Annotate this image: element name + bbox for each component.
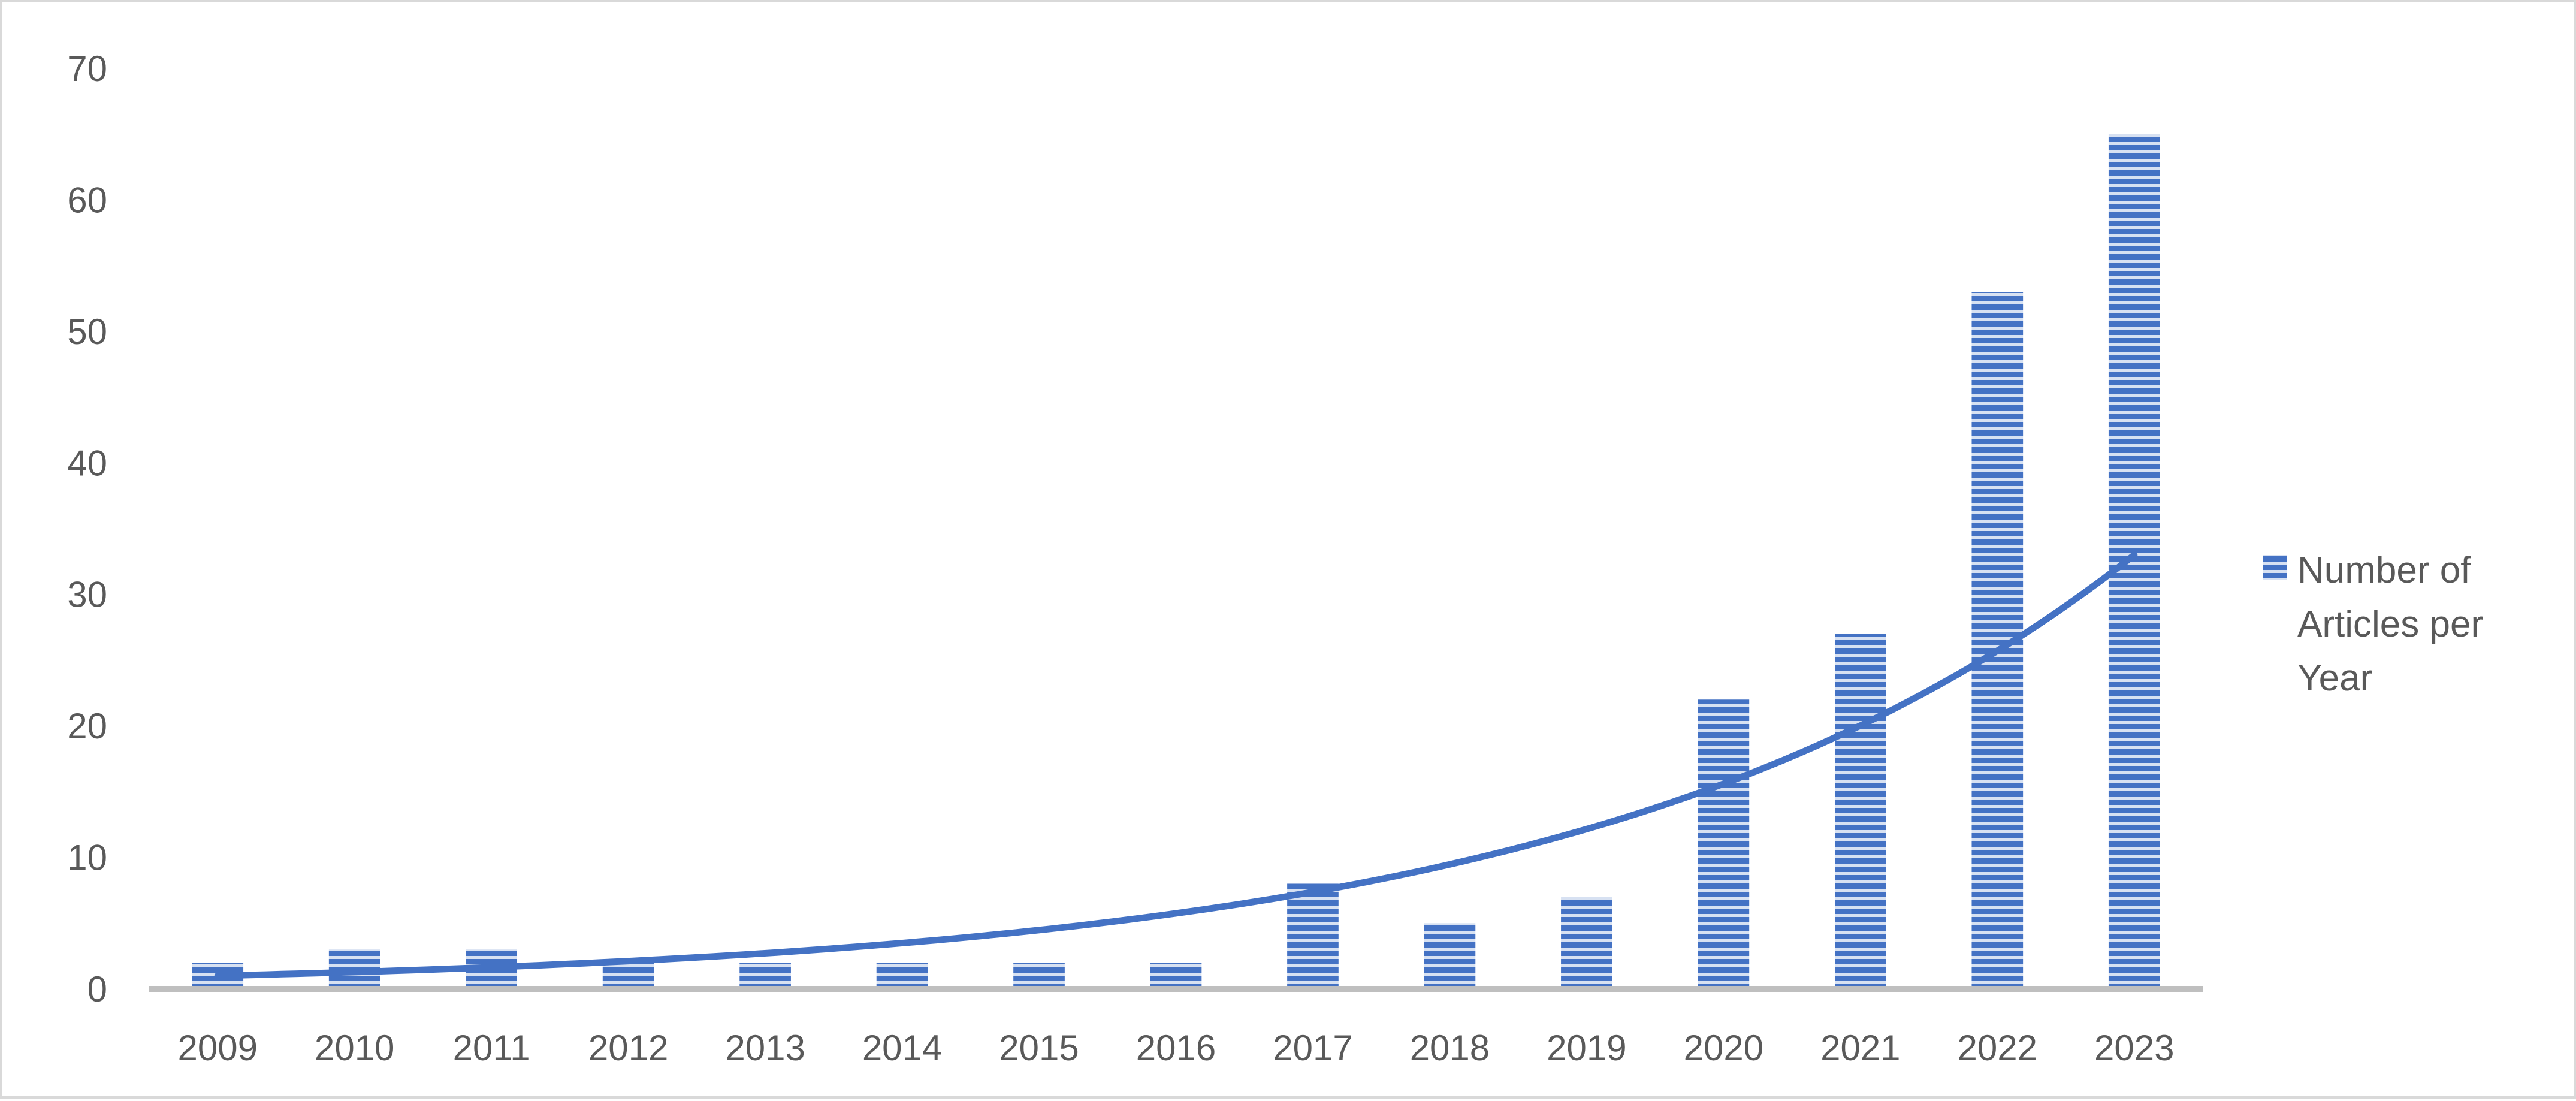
legend-label-line-1: Number of: [2297, 550, 2471, 591]
y-tick-label: 0: [87, 969, 107, 1009]
y-tick-label: 40: [67, 443, 107, 483]
x-tick-label-2014: 2014: [862, 1028, 942, 1068]
x-tick-label-2023: 2023: [2094, 1028, 2174, 1068]
bar-2019: [1561, 897, 1612, 989]
y-tick-label: 50: [67, 312, 107, 352]
x-tick-label-2009: 2009: [177, 1028, 257, 1068]
y-tick-label: 60: [67, 180, 107, 220]
x-tick-label-2020: 2020: [1684, 1028, 1763, 1068]
x-tick-label-2015: 2015: [999, 1028, 1079, 1068]
x-tick-label-2021: 2021: [1820, 1028, 1900, 1068]
x-tick-label-2017: 2017: [1273, 1028, 1352, 1068]
x-tick-label-2012: 2012: [588, 1028, 668, 1068]
x-tick-label-2019: 2019: [1547, 1028, 1626, 1068]
bar-2021: [1834, 634, 1886, 989]
bar-2013: [739, 963, 791, 989]
y-tick-label: 10: [67, 838, 107, 878]
bar-2012: [602, 963, 654, 989]
legend: Number of Articles per Year: [2263, 550, 2483, 699]
bar-2018: [1424, 923, 1476, 989]
x-tick-label-2011: 2011: [453, 1028, 530, 1068]
bar-2017: [1287, 883, 1339, 989]
x-tick-label-2016: 2016: [1136, 1028, 1216, 1068]
legend-swatch: [2263, 555, 2287, 580]
bars-group: [192, 134, 2160, 990]
x-tick-label-2010: 2010: [315, 1028, 394, 1068]
x-axis: 2009 2010 2011 2012 2013 2014 2015 2016 2017 2018…: [177, 1028, 2174, 1068]
x-tick-label-2013: 2013: [725, 1028, 805, 1068]
x-tick-label-2022: 2022: [1958, 1028, 2037, 1068]
x-tick-label-2018: 2018: [1410, 1028, 1490, 1068]
y-tick-label: 20: [67, 706, 107, 746]
y-axis: 0 10 20 30 40 50 60 70: [67, 49, 107, 1009]
trendline: [214, 551, 2138, 979]
legend-label-line-2: Articles per: [2297, 604, 2483, 645]
bar-2016: [1150, 963, 1202, 989]
legend-label-line-3: Year: [2297, 657, 2372, 699]
bar-2020: [1698, 699, 1750, 989]
y-tick-label: 30: [67, 575, 107, 615]
bar-2014: [876, 963, 928, 989]
bar-2023: [2108, 134, 2160, 990]
y-tick-label: 70: [67, 49, 107, 89]
bar-2015: [1013, 963, 1065, 989]
